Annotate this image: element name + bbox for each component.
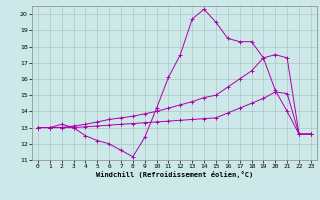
X-axis label: Windchill (Refroidissement éolien,°C): Windchill (Refroidissement éolien,°C) — [96, 171, 253, 178]
